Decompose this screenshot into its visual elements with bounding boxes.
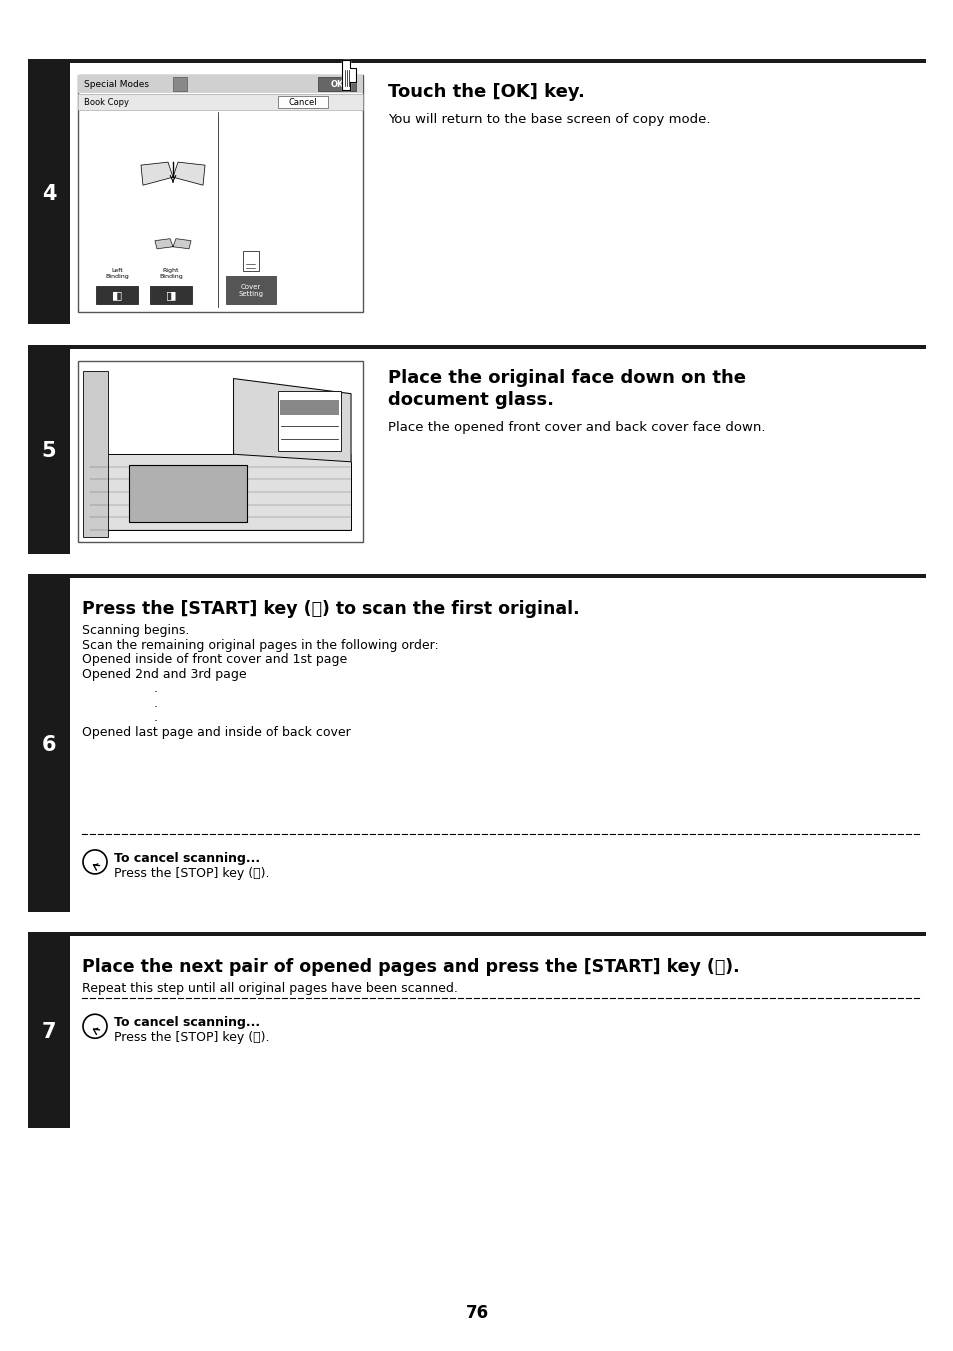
Bar: [28, 578, 70, 912]
Text: .: .: [82, 697, 158, 709]
Text: To cancel scanning...: To cancel scanning...: [113, 852, 260, 865]
Text: Opened last page and inside of back cover: Opened last page and inside of back cove…: [82, 725, 351, 739]
Bar: [78, 95, 363, 111]
Polygon shape: [341, 61, 355, 91]
Text: Touch the [OK] key.: Touch the [OK] key.: [388, 84, 584, 101]
Text: Press the [STOP] key (Ⓢ).: Press the [STOP] key (Ⓢ).: [113, 867, 269, 880]
Text: ◧: ◧: [112, 290, 122, 300]
Text: Scanning begins.: Scanning begins.: [82, 624, 190, 638]
Polygon shape: [233, 378, 351, 462]
Polygon shape: [172, 162, 205, 185]
Bar: [96, 286, 138, 304]
Bar: [28, 349, 70, 554]
Text: Cancel: Cancel: [289, 99, 317, 107]
Text: 4: 4: [42, 184, 56, 204]
Text: Place the original face down on the
document glass.: Place the original face down on the docu…: [388, 369, 745, 409]
Text: You will return to the base screen of copy mode.: You will return to the base screen of co…: [388, 113, 710, 127]
Bar: [78, 76, 363, 93]
Text: To cancel scanning...: To cancel scanning...: [113, 1016, 260, 1029]
Bar: [28, 932, 925, 936]
Text: Scan the remaining original pages in the following order:: Scan the remaining original pages in the…: [82, 639, 438, 651]
Bar: [28, 63, 70, 324]
Bar: [78, 95, 363, 111]
Text: Press the [STOP] key (Ⓢ).: Press the [STOP] key (Ⓢ).: [113, 1031, 269, 1044]
Text: 6: 6: [42, 735, 56, 755]
Bar: [150, 286, 192, 304]
Bar: [172, 77, 187, 92]
Text: Repeat this step until all original pages have been scanned.: Repeat this step until all original page…: [82, 982, 457, 996]
Bar: [277, 96, 328, 108]
Polygon shape: [172, 239, 191, 249]
Text: Cover
Setting: Cover Setting: [238, 284, 263, 297]
Text: ◨: ◨: [166, 290, 176, 300]
Bar: [277, 390, 340, 451]
Text: Special Modes: Special Modes: [84, 80, 149, 89]
Bar: [317, 77, 355, 92]
Text: Place the next pair of opened pages and press the [START] key (Ⓢ).: Place the next pair of opened pages and …: [82, 958, 739, 977]
Bar: [28, 936, 70, 1128]
Bar: [78, 361, 363, 542]
Text: Press the [START] key (Ⓢ) to scan the first original.: Press the [START] key (Ⓢ) to scan the fi…: [82, 600, 579, 619]
Bar: [83, 370, 108, 536]
Bar: [28, 345, 925, 349]
Bar: [28, 59, 925, 63]
Bar: [226, 276, 275, 304]
Text: Book Copy: Book Copy: [84, 99, 129, 107]
Circle shape: [83, 1015, 107, 1038]
Text: Left
Binding: Left Binding: [105, 269, 129, 280]
Bar: [279, 400, 338, 415]
Bar: [28, 574, 925, 578]
Text: OK: OK: [330, 80, 343, 89]
Text: Right
Binding: Right Binding: [159, 269, 183, 280]
Bar: [78, 76, 363, 312]
Text: Place the opened front cover and back cover face down.: Place the opened front cover and back co…: [388, 420, 764, 434]
Bar: [129, 465, 246, 523]
Text: .: .: [82, 682, 158, 696]
Text: .: .: [82, 711, 158, 724]
Text: 5: 5: [42, 442, 56, 461]
Polygon shape: [141, 162, 172, 185]
Text: 76: 76: [465, 1304, 488, 1323]
Bar: [90, 454, 351, 530]
Circle shape: [83, 850, 107, 874]
Text: Opened 2nd and 3rd page: Opened 2nd and 3rd page: [82, 667, 247, 681]
Polygon shape: [154, 239, 172, 249]
Text: 7: 7: [42, 1023, 56, 1042]
Bar: [243, 251, 258, 272]
Text: Opened inside of front cover and 1st page: Opened inside of front cover and 1st pag…: [82, 654, 347, 666]
